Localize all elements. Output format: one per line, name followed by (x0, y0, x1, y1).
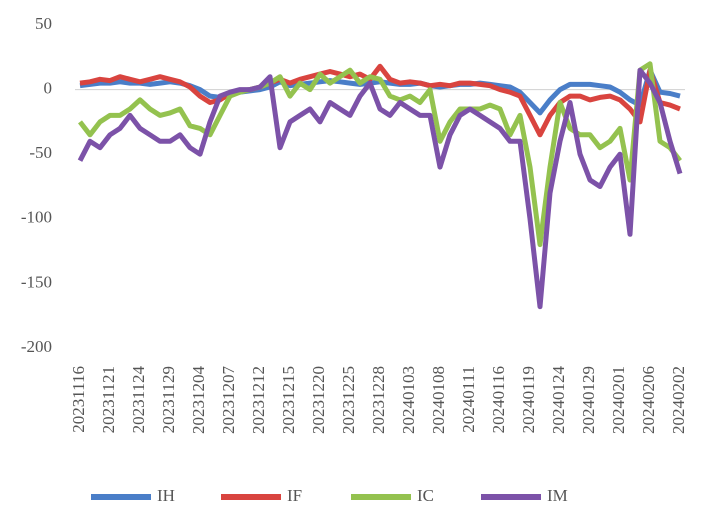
y-tick-label: -150 (21, 272, 52, 291)
x-tick-label: 20240129 (579, 366, 598, 434)
x-tick-label: 20240116 (489, 366, 508, 433)
x-tick-label: 20231215 (279, 366, 298, 434)
x-tick-label: 20240201 (609, 366, 628, 434)
legend-label: IM (547, 486, 568, 505)
x-tick-label: 20231225 (339, 366, 358, 434)
x-tick-label: 20240119 (519, 366, 538, 433)
x-tick-label: 20240111 (459, 366, 478, 433)
legend-label: IH (157, 486, 175, 505)
x-tick-label: 20231228 (369, 366, 388, 434)
y-tick-label: -100 (21, 208, 52, 227)
x-tick-label: 20231116 (69, 366, 88, 433)
x-tick-label: 20231207 (219, 366, 238, 435)
x-tick-label: 20231220 (309, 366, 328, 434)
x-tick-label: 20240124 (549, 366, 568, 435)
legend-label: IC (417, 486, 434, 505)
x-tick-label: 20231121 (99, 366, 118, 433)
y-tick-label: 0 (44, 79, 53, 98)
y-tick-label: -50 (29, 143, 52, 162)
x-tick-label: 20231124 (129, 366, 148, 434)
x-tick-label: 20231212 (249, 366, 268, 434)
x-tick-label: 20240206 (639, 366, 658, 434)
series-line (79, 63, 681, 138)
series-line (77, 67, 683, 310)
y-tick-label: -200 (21, 337, 52, 356)
legend-label: IF (287, 486, 302, 505)
y-tick-label: 50 (35, 14, 52, 33)
x-tick-label: 20240103 (399, 366, 418, 434)
x-tick-label: 20240108 (429, 366, 448, 434)
series-line (78, 61, 682, 248)
x-tick-label: 20231204 (189, 366, 208, 435)
x-tick-label: 20240202 (669, 366, 688, 434)
x-tick-label: 20231129 (159, 366, 178, 433)
